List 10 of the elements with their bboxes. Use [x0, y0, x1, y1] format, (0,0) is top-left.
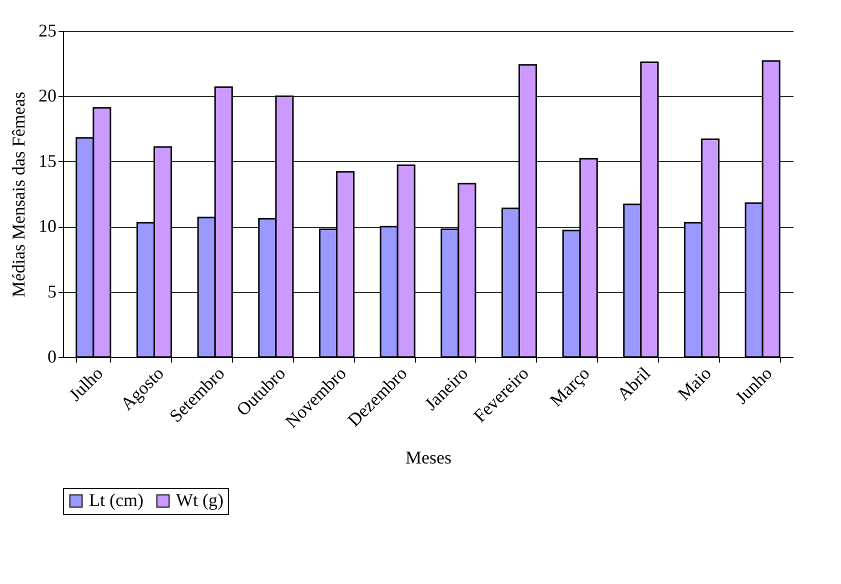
y-tick-label: 5	[48, 281, 56, 302]
y-tick-label: 0	[48, 346, 56, 366]
legend-label: Wt (g)	[176, 490, 224, 510]
legend-label: Lt (cm)	[89, 490, 144, 510]
y-tick-label: 20	[38, 86, 56, 106]
y-tick-label: 10	[38, 216, 56, 236]
y-axis-title: Médias Mensais das Fêmeas	[8, 92, 28, 298]
y-tick-label: 25	[38, 20, 56, 40]
x-axis-title: Meses	[406, 448, 452, 468]
y-tick-label: 15	[38, 150, 56, 171]
